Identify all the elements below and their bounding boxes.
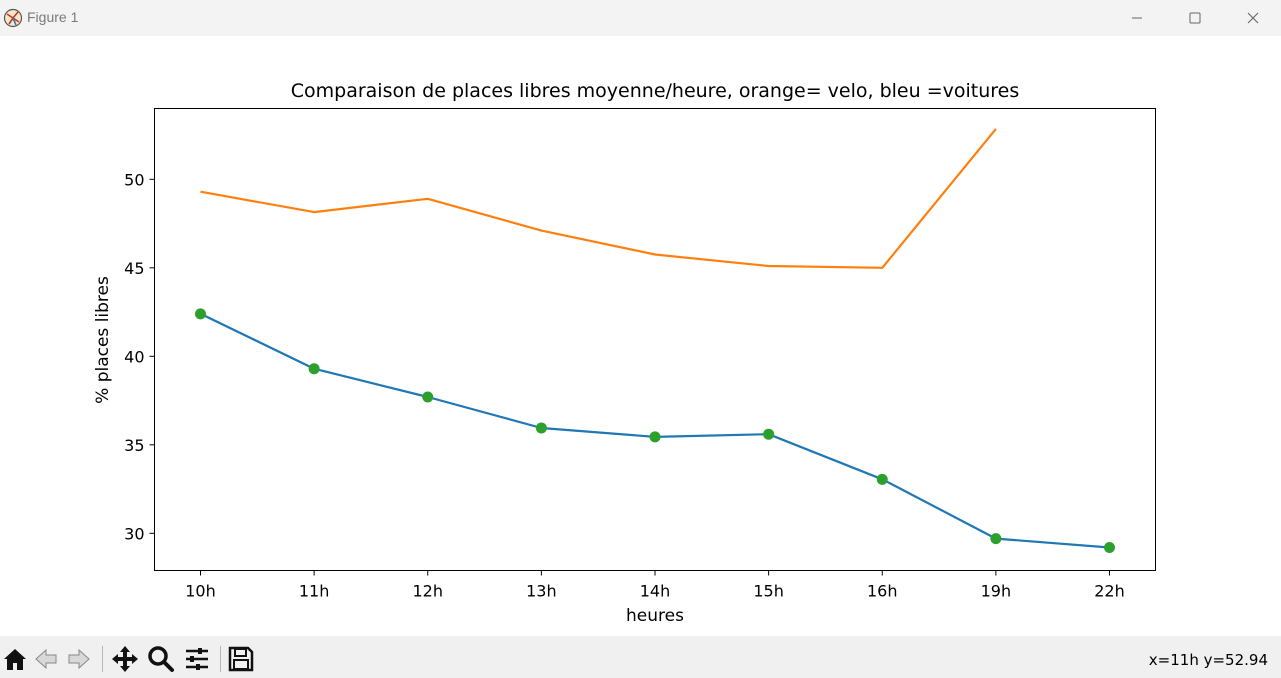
navigation-toolbar [0, 636, 1281, 678]
x-axis-label: heures [626, 606, 684, 626]
configure-subplots-button[interactable] [182, 644, 212, 674]
data-point [535, 422, 547, 434]
pan-move-icon [112, 646, 138, 672]
maximize-button[interactable] [1166, 0, 1224, 36]
x-tick-label: 14h [640, 582, 671, 601]
close-button[interactable] [1224, 0, 1281, 36]
data-point [876, 473, 888, 485]
y-tick-label: 40 [124, 347, 144, 366]
plot-frame [154, 108, 1156, 571]
data-point [763, 428, 775, 440]
forward-arrow-icon [68, 648, 90, 670]
zoom-button[interactable] [146, 644, 176, 674]
y-tick-label: 45 [124, 259, 144, 278]
data-point [308, 363, 320, 375]
maximize-icon [1189, 12, 1201, 24]
figure-canvas[interactable]: Comparaison de places libres moyenne/heu… [0, 36, 1281, 636]
x-tick-label: 15h [753, 582, 784, 601]
toolbar-separator [220, 646, 221, 672]
configure-subplots-icon [186, 648, 208, 670]
line-chart: Comparaison de places libres moyenne/heu… [93, 80, 1156, 626]
y-axis-label: % places libres [93, 276, 113, 404]
save-icon [228, 646, 254, 672]
x-tick-label: 16h [867, 582, 898, 601]
window-titlebar: Figure 1 [0, 0, 1281, 36]
chart-title: Comparaison de places libres moyenne/heu… [291, 80, 1020, 102]
home-icon [4, 649, 26, 670]
series-line-1 [200, 312, 1110, 549]
forward-button[interactable] [64, 644, 94, 674]
back-arrow-icon [35, 648, 57, 670]
cursor-coordinates: x=11h y=52.94 [1148, 651, 1268, 669]
data-point [1104, 541, 1115, 553]
x-tick-label: 22h [1094, 582, 1125, 601]
save-button[interactable] [226, 644, 256, 674]
home-button[interactable] [0, 644, 30, 674]
x-tick-label: 10h [185, 582, 216, 601]
x-tick-label: 11h [299, 582, 330, 601]
matplotlib-figure-icon [3, 8, 23, 28]
x-tick-label: 19h [981, 582, 1012, 601]
minimize-icon [1132, 17, 1142, 19]
pan-button[interactable] [110, 644, 140, 674]
close-icon [1247, 12, 1259, 24]
back-button[interactable] [31, 644, 61, 674]
y-tick-label: 35 [124, 436, 144, 455]
x-tick-label: 12h [413, 582, 444, 601]
data-point [422, 391, 434, 403]
window-title: Figure 1 [27, 9, 79, 25]
minimize-button[interactable] [1108, 0, 1166, 36]
series-line-0 [200, 128, 997, 269]
x-tick-label: 13h [526, 582, 557, 601]
data-point [649, 431, 661, 443]
toolbar-separator [102, 646, 103, 672]
data-point [195, 308, 206, 320]
data-point [990, 533, 1002, 545]
y-tick-label: 30 [124, 524, 144, 543]
y-tick-label: 50 [124, 170, 144, 189]
zoom-magnifier-icon [148, 646, 174, 672]
